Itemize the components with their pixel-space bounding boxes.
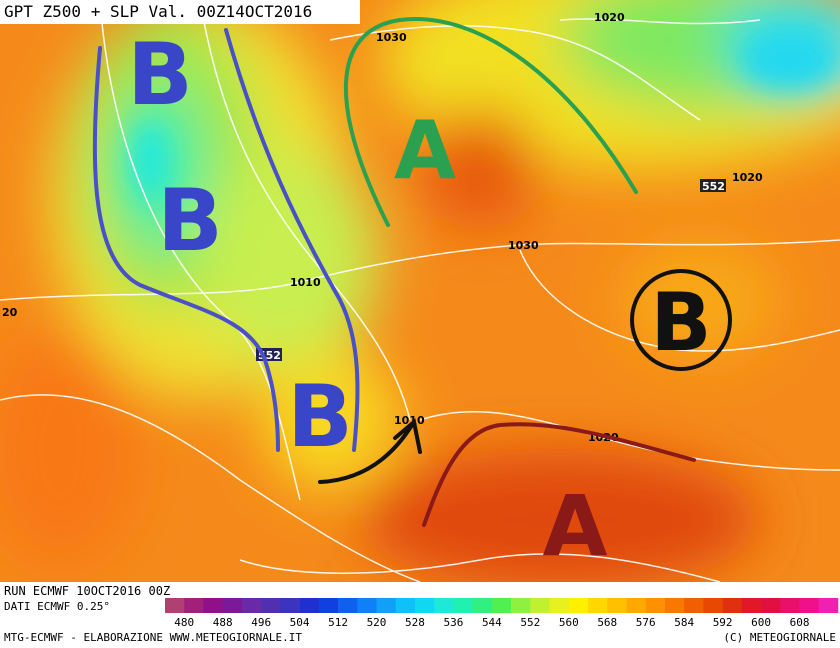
swatch: [280, 598, 300, 613]
high-label: A: [542, 477, 607, 575]
title: GPT Z500 + SLP Val. 00Z14OCT2016: [4, 2, 312, 21]
colorbar-label: 576: [636, 616, 656, 629]
colorbar-label: 584: [674, 616, 694, 629]
swatch: [184, 598, 204, 613]
colorbar-label: 600: [751, 616, 771, 629]
colorbar-label: 496: [251, 616, 271, 629]
colorbar-label: 544: [482, 616, 502, 629]
swatch: [453, 598, 473, 613]
isobar-label: 1020: [594, 11, 625, 24]
swatch: [568, 598, 589, 613]
low-label: B: [157, 171, 223, 271]
isobar-label: 1030: [376, 31, 407, 44]
swatch: [203, 598, 223, 613]
swatch: [222, 598, 243, 613]
swatch: [722, 598, 743, 613]
swatch: [338, 598, 358, 613]
high-label: A: [394, 104, 456, 197]
colorbar-label: 592: [713, 616, 733, 629]
swatch: [799, 598, 820, 613]
run-label: RUN ECMWF 10OCT2016 00Z: [4, 584, 170, 598]
swatch: [395, 598, 416, 613]
swatch: [780, 598, 800, 613]
swatch: [549, 598, 570, 613]
swatch: [761, 598, 781, 613]
swatch: [588, 598, 608, 613]
field: [0, 0, 840, 590]
footer: [0, 582, 840, 648]
copyright: (C) METEOGIORNALE: [723, 631, 836, 644]
data-label: DATI ECMWF 0.25°: [4, 600, 110, 613]
swatch: [434, 598, 454, 613]
swatch: [165, 598, 185, 613]
swatch: [703, 598, 723, 613]
swatch: [241, 598, 262, 613]
low-label: B: [287, 367, 353, 467]
swatch: [299, 598, 320, 613]
title-box: [0, 0, 360, 24]
low-label: B: [127, 25, 193, 125]
isobar-label: 1030: [508, 239, 539, 252]
swatch: [626, 598, 647, 613]
colorbar-label: 608: [790, 616, 810, 629]
colorbar-label: 536: [443, 616, 463, 629]
swatch: [607, 598, 627, 613]
swatch: [684, 598, 704, 613]
swatch: [530, 598, 550, 613]
colorbar-label: 520: [367, 616, 387, 629]
colorbar-label: 504: [290, 616, 310, 629]
swatch: [818, 598, 839, 613]
colorbar-label: 528: [405, 616, 425, 629]
swatch: [472, 598, 493, 613]
isobar-label: 1010: [394, 414, 425, 427]
swatch: [376, 598, 397, 613]
swatch: [511, 598, 531, 613]
swatch: [645, 598, 666, 613]
credit: MTG-ECMWF - ELABORAZIONE WWW.METEOGIORNA…: [4, 631, 302, 644]
annotations: [92, 17, 732, 527]
colorbar-label: 560: [559, 616, 579, 629]
isobar-label: 20: [2, 306, 18, 319]
swatch: [414, 598, 435, 613]
isobar-label: 1010: [290, 276, 321, 289]
isobar-label: 1020: [732, 171, 763, 184]
low-label: B: [651, 276, 712, 369]
isobar-label: 552: [702, 180, 725, 193]
colorbar-label: 512: [328, 616, 348, 629]
swatch: [357, 598, 377, 613]
colorbar-label: 552: [520, 616, 540, 629]
swatch: [741, 598, 762, 613]
swatch: [261, 598, 281, 613]
colorbar-label: 488: [213, 616, 233, 629]
colorbar-label: 480: [174, 616, 194, 629]
colorbar: 480 488 496 504 512 520 528 536 544 552 560 568 576 5…: [165, 598, 839, 629]
pressure-systems: B B B A A B: [127, 25, 711, 575]
label-box: [700, 179, 726, 192]
colorbar-label: 568: [597, 616, 617, 629]
swatch: [664, 598, 685, 613]
swatch: [491, 598, 512, 613]
swatch: [318, 598, 339, 613]
